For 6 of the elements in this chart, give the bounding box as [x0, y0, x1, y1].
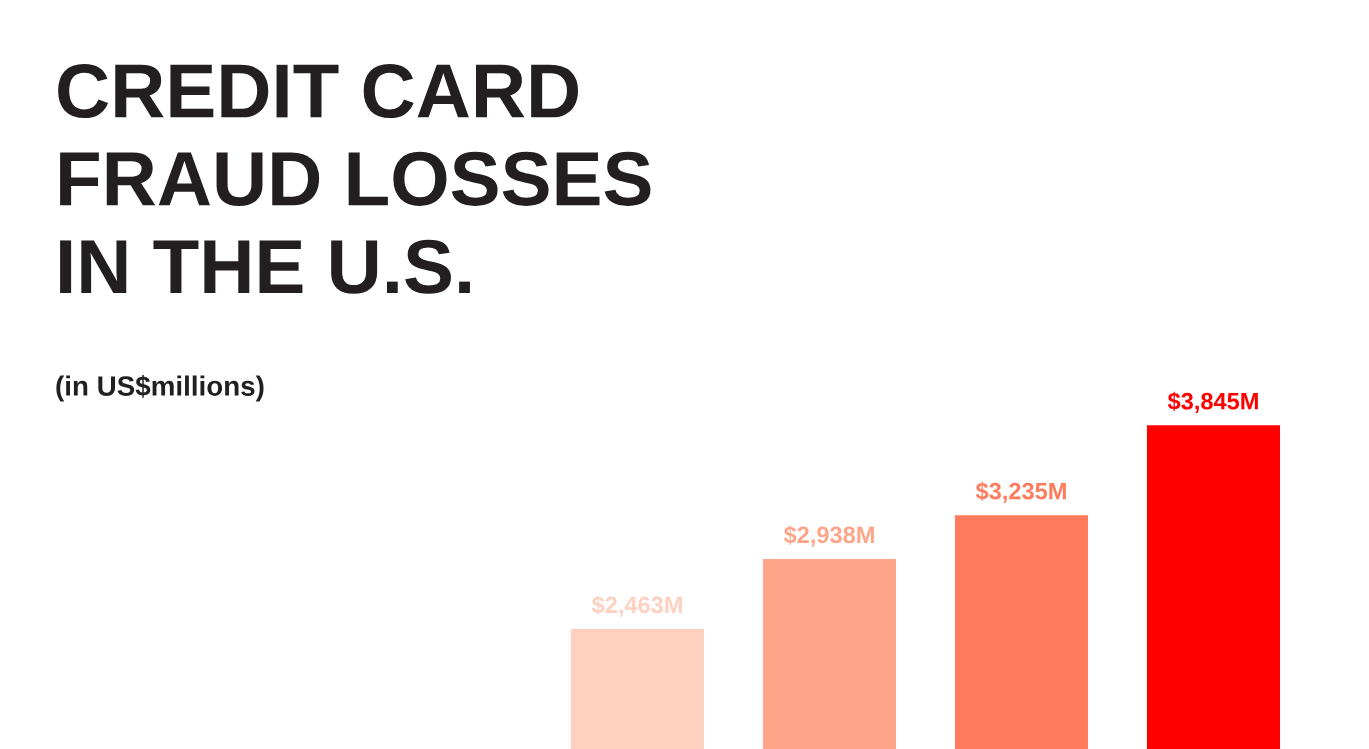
chart-title: CREDIT CARD FRAUD LOSSES IN THE U.S.	[58, 64, 651, 294]
data-label: $3,235M	[975, 481, 1066, 503]
data-label: $2,938M	[783, 525, 874, 547]
text: (in US$millions)	[56, 375, 264, 402]
data-label: $3,845M	[1167, 391, 1258, 413]
data-label: $2,463M	[591, 595, 682, 617]
